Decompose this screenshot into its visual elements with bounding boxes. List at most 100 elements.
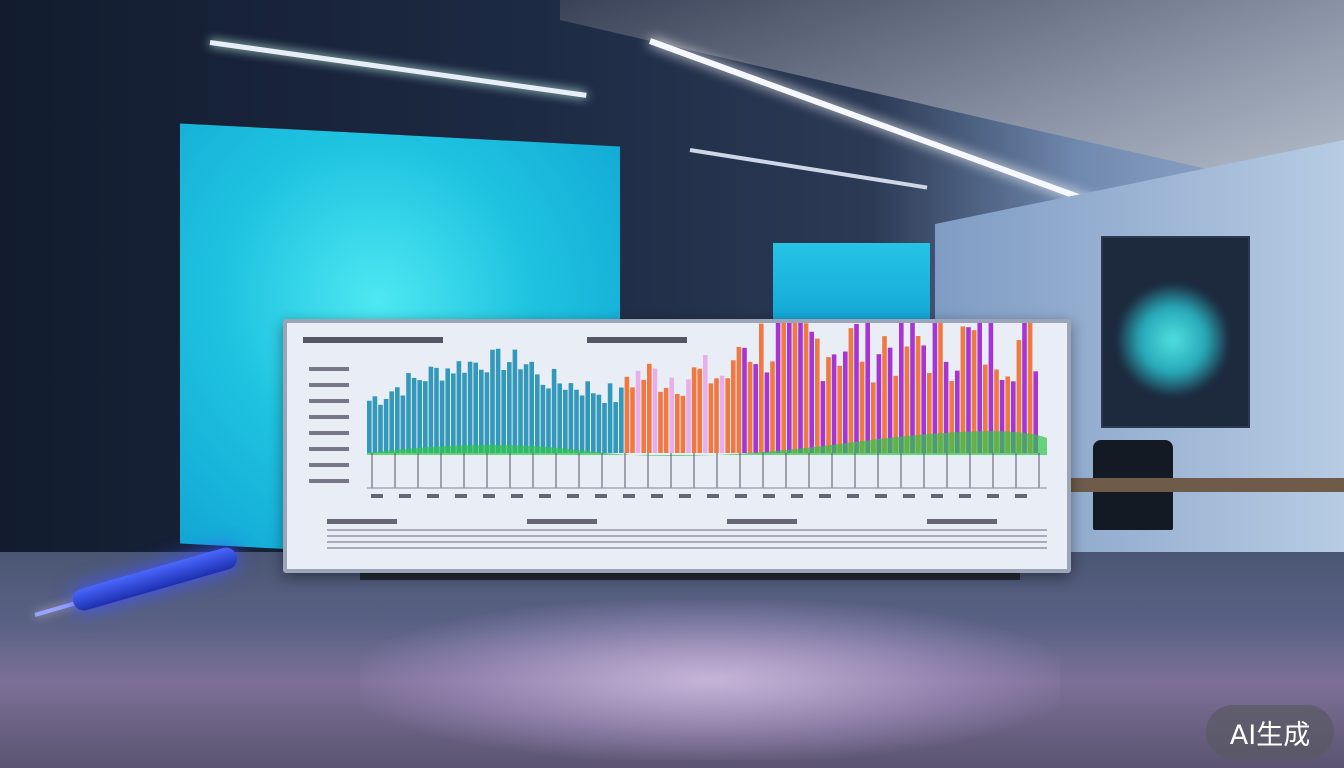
- chart-bar: [854, 324, 859, 453]
- title-scribble: [303, 337, 443, 343]
- chart-bar: [518, 369, 523, 453]
- chart-bar: [389, 391, 394, 453]
- chart-bar: [977, 323, 982, 453]
- chart-bar: [428, 366, 434, 453]
- x-tick-scribble: [371, 494, 383, 498]
- chart-bar: [579, 395, 585, 453]
- axis-tick-scribble: [309, 383, 349, 387]
- title-scribble: [587, 337, 687, 343]
- monitor-stand: [360, 572, 1020, 580]
- chart-bar: [938, 323, 943, 453]
- chart-bar: [1011, 381, 1016, 453]
- wall-screen-center: [773, 243, 930, 323]
- axis-tick-scribble: [309, 367, 349, 371]
- chart-bar: [759, 323, 764, 453]
- chart-bar: [865, 323, 870, 453]
- x-tick-scribble: [819, 494, 831, 498]
- chart-bar: [887, 347, 893, 453]
- axis-tick-scribble: [309, 479, 349, 483]
- x-tick-scribble: [931, 494, 943, 498]
- chart-bar: [445, 368, 450, 453]
- chart-bar: [843, 351, 848, 453]
- table-row-scribble: [327, 535, 1047, 537]
- chart-monitor: [283, 319, 1071, 573]
- chart-bar: [383, 398, 389, 453]
- ai-generated-badge: AI生成: [1206, 705, 1334, 759]
- chart-bar: [1033, 371, 1038, 453]
- table-heading-scribble: [927, 519, 997, 524]
- chart-bar: [563, 389, 568, 453]
- chart-bar: [669, 377, 674, 453]
- x-tick-scribble: [763, 494, 775, 498]
- chart-bar: [820, 381, 826, 453]
- chart-bar: [406, 373, 411, 453]
- chart-bar: [725, 378, 730, 453]
- chart-bar: [932, 323, 938, 453]
- x-tick-scribble: [511, 494, 523, 498]
- chart-bar: [921, 345, 926, 453]
- x-tick-scribble: [847, 494, 859, 498]
- chart-bar: [630, 387, 635, 453]
- x-tick-scribble: [567, 494, 579, 498]
- axis-tick-scribble: [309, 431, 349, 435]
- chart-bar: [831, 354, 837, 453]
- artwork-pattern: [1118, 280, 1228, 400]
- chart-bar: [697, 368, 702, 453]
- chart-bar: [731, 360, 736, 453]
- chart-bar: [635, 370, 641, 453]
- x-tick-scribble: [875, 494, 887, 498]
- chart-bar: [742, 347, 747, 453]
- chart-bar: [400, 395, 406, 453]
- axis-tick-scribble: [309, 447, 349, 451]
- table-heading-scribble: [527, 519, 597, 524]
- x-tick-scribble: [427, 494, 439, 498]
- chart-bar: [546, 388, 551, 453]
- chart-bar: [837, 365, 842, 453]
- chart-bar: [792, 323, 798, 453]
- chart-bar: [602, 402, 607, 453]
- table-row-scribble: [327, 529, 1047, 531]
- chart-bar: [367, 400, 372, 453]
- chart-bar: [540, 384, 546, 453]
- chart-bar: [893, 375, 898, 453]
- chart-bar: [994, 369, 999, 453]
- chart-bar: [507, 362, 512, 453]
- chart-bar: [781, 323, 786, 453]
- chart-bar: [775, 323, 781, 453]
- chart-bar: [585, 381, 590, 453]
- chart-bar: [1005, 376, 1010, 453]
- chart-bar: [467, 361, 473, 453]
- chart-bar: [719, 375, 725, 453]
- chart-bar: [960, 326, 966, 453]
- chart-bar: [574, 389, 579, 453]
- table-row-scribble: [327, 547, 1047, 549]
- chart-bar: [949, 381, 954, 453]
- chart-bar: [378, 404, 383, 453]
- chart-bar: [512, 349, 518, 453]
- chart-bar: [871, 382, 876, 453]
- chart-bar: [675, 393, 680, 453]
- table-row-scribble: [327, 541, 1047, 543]
- chart-bar: [523, 364, 529, 453]
- x-tick-scribble: [707, 494, 719, 498]
- chart-bar: [899, 323, 904, 453]
- x-tick-scribble: [483, 494, 495, 498]
- axis-tick-scribble: [309, 463, 349, 467]
- axis-tick-scribble: [309, 415, 349, 419]
- chart-bar: [787, 323, 792, 453]
- chart-bar: [770, 361, 775, 453]
- chart-bar: [591, 393, 596, 453]
- chart-bar: [557, 383, 562, 453]
- x-tick-scribble: [987, 494, 999, 498]
- chart-bar: [809, 331, 814, 453]
- chart-bar: [686, 379, 691, 453]
- chart-bar: [703, 355, 708, 453]
- chart-bar: [753, 364, 758, 453]
- chart-bar: [479, 369, 484, 453]
- chart-bar: [484, 372, 490, 453]
- chart-bar: [966, 327, 971, 453]
- chart-bar: [1027, 323, 1033, 453]
- chart-bar: [955, 370, 960, 453]
- chart-bar: [663, 387, 669, 453]
- chart-bar: [691, 367, 697, 453]
